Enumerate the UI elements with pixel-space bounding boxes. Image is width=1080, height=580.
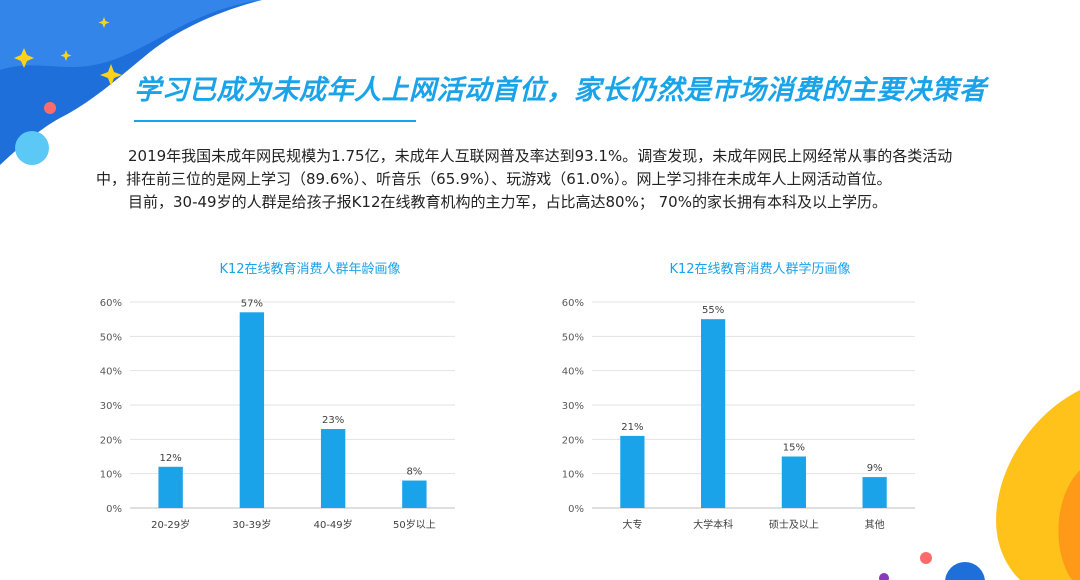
chart-title-education: K12在线教育消费人群学历画像	[669, 262, 851, 277]
y-tick-label: 20%	[100, 435, 122, 446]
data-label: 15%	[783, 443, 805, 454]
data-label: 55%	[702, 305, 724, 316]
y-tick-label: 40%	[100, 367, 122, 378]
bar	[781, 456, 806, 508]
data-label: 9%	[867, 463, 883, 474]
y-tick-label: 10%	[100, 470, 122, 481]
x-tick-label: 大学本科	[693, 518, 733, 531]
y-tick-label: 10%	[562, 470, 584, 481]
data-label: 21%	[621, 422, 643, 433]
y-tick-label: 60%	[100, 298, 122, 309]
x-tick-label: 大专	[622, 518, 642, 531]
y-tick-label: 0%	[568, 504, 584, 515]
x-tick-label: 20-29岁	[151, 518, 190, 531]
data-label: 23%	[322, 415, 344, 426]
x-tick-label: 30-39岁	[232, 518, 271, 531]
bar	[701, 319, 726, 508]
paragraph: 2019年我国未成年网民规模为1.75亿，未成年人互联网普及率达到93.1%。调…	[96, 147, 953, 188]
y-tick-label: 30%	[100, 401, 122, 412]
y-tick-label: 20%	[562, 435, 584, 446]
x-tick-label: 其他	[865, 518, 885, 531]
y-tick-label: 30%	[562, 401, 584, 412]
data-label: 57%	[241, 298, 263, 309]
y-tick-label: 50%	[100, 332, 122, 343]
y-tick-label: 40%	[562, 367, 584, 378]
x-tick-label: 40-49岁	[314, 518, 353, 531]
chart-title-age: K12在线教育消费人群年龄画像	[219, 262, 401, 277]
bar	[239, 312, 265, 508]
paragraph: 目前，30-49岁的人群是给孩子报K12在线教育机构的主力军，占比高达80%； …	[128, 193, 887, 211]
data-label: 8%	[406, 467, 422, 478]
x-tick-label: 硕士及以上	[769, 518, 819, 531]
bar	[620, 435, 645, 508]
summary-text: 2019年我国未成年网民规模为1.75亿，未成年人互联网普及率达到93.1%。调…	[96, 145, 976, 214]
y-tick-label: 50%	[562, 332, 584, 343]
y-tick-label: 60%	[562, 298, 584, 309]
bar	[862, 477, 887, 508]
bar	[158, 466, 183, 508]
bar	[320, 429, 346, 508]
data-label: 12%	[160, 453, 182, 464]
y-tick-label: 0%	[106, 504, 122, 515]
x-tick-label: 50岁以上	[393, 518, 436, 531]
bar	[402, 480, 427, 508]
title-underline	[134, 120, 416, 122]
page-title: 学习已成为未成年人上网活动首位，家长仍然是市场消费的主要决策者	[134, 75, 987, 106]
